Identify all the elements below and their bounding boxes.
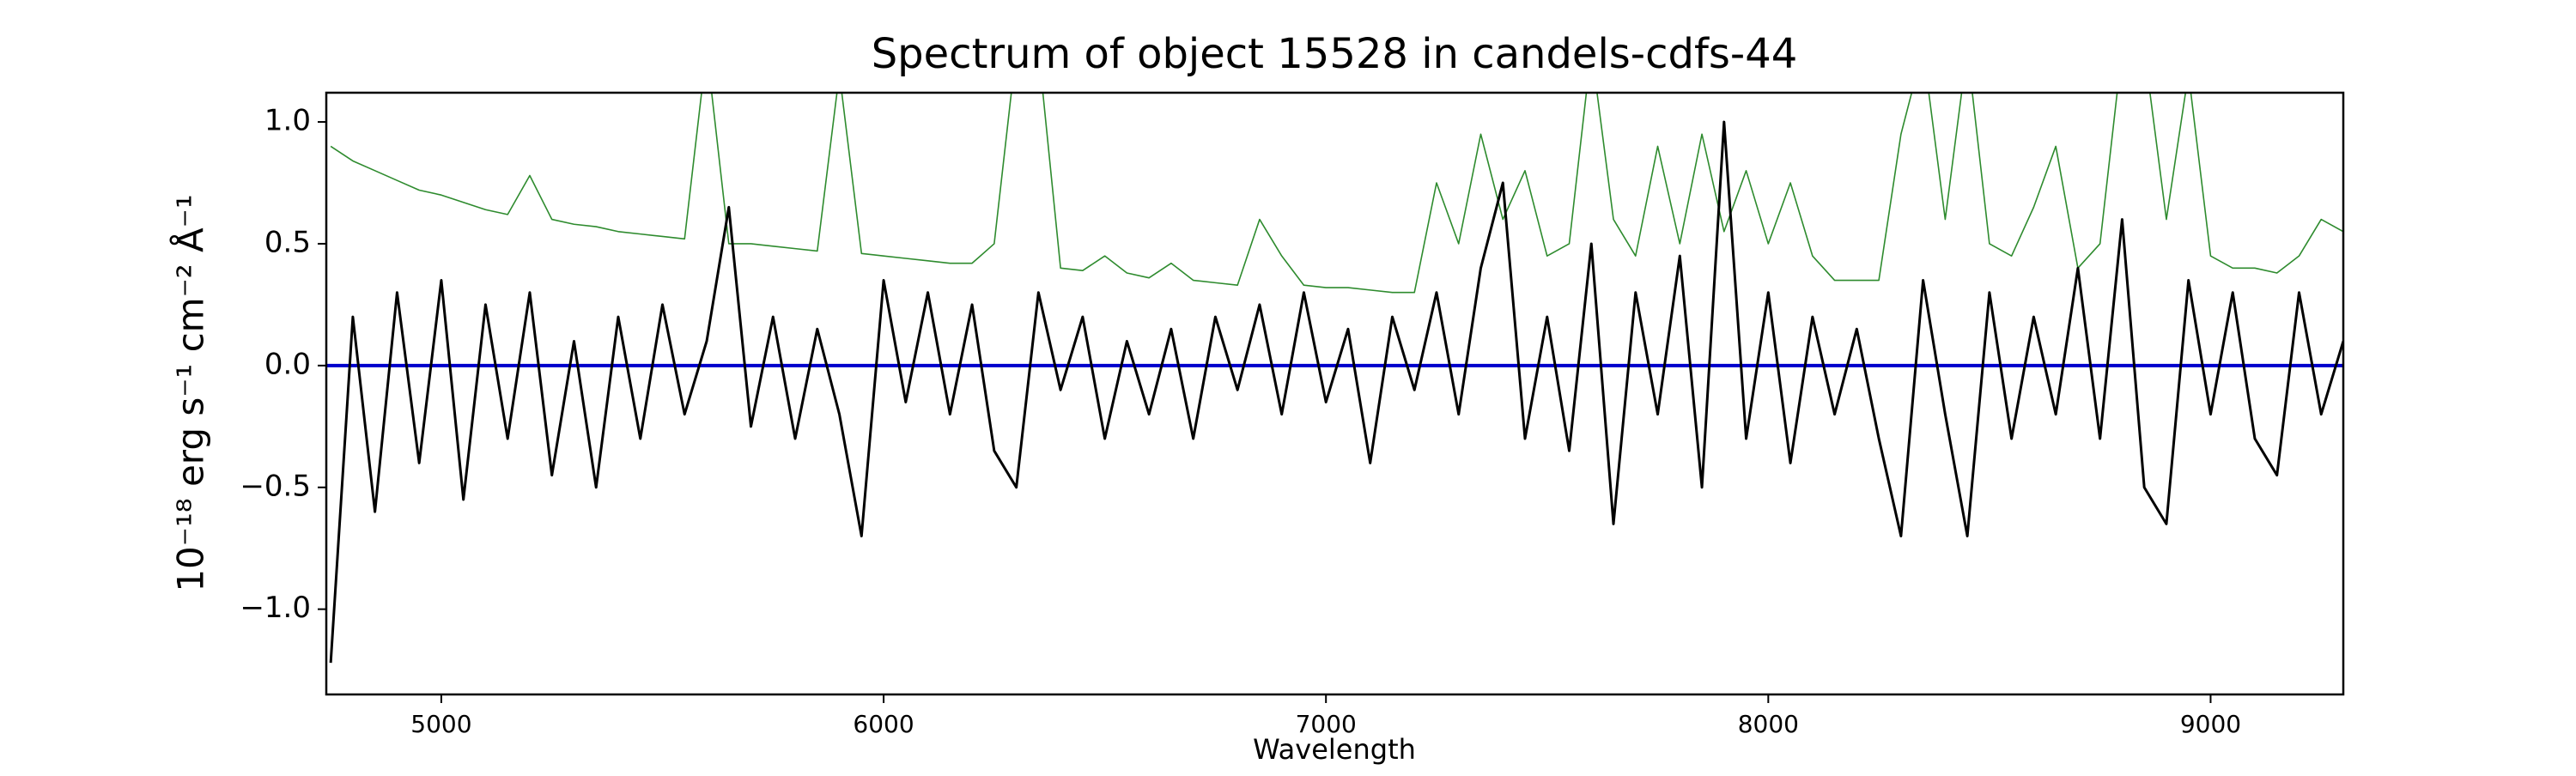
x-tick-label: 8000: [1738, 710, 1799, 738]
spectrum-line: [329, 120, 2343, 664]
y-tick-label: 1.0: [264, 104, 311, 138]
x-tick-label: 6000: [853, 710, 914, 738]
x-tick-label: 7000: [1296, 710, 1357, 738]
chart-title: Spectrum of object 15528 in candels-cdfs…: [872, 30, 1798, 78]
spectrum-line: [330, 93, 2343, 294]
y-tick-label: −1.0: [240, 591, 311, 625]
plot-area: [326, 93, 2343, 664]
x-tick-label: 9000: [2180, 710, 2241, 738]
x-tick-label: 5000: [410, 710, 471, 738]
y-tick-label: 0.0: [264, 347, 311, 381]
y-tick-label: 0.5: [264, 225, 311, 259]
x-axis-label: Wavelength: [1253, 733, 1416, 766]
axes-frame: [325, 91, 2345, 696]
y-tick-label: −0.5: [240, 469, 311, 503]
y-axis-label: 10⁻¹⁸ erg s⁻¹ cm⁻² Å⁻¹: [169, 194, 212, 591]
